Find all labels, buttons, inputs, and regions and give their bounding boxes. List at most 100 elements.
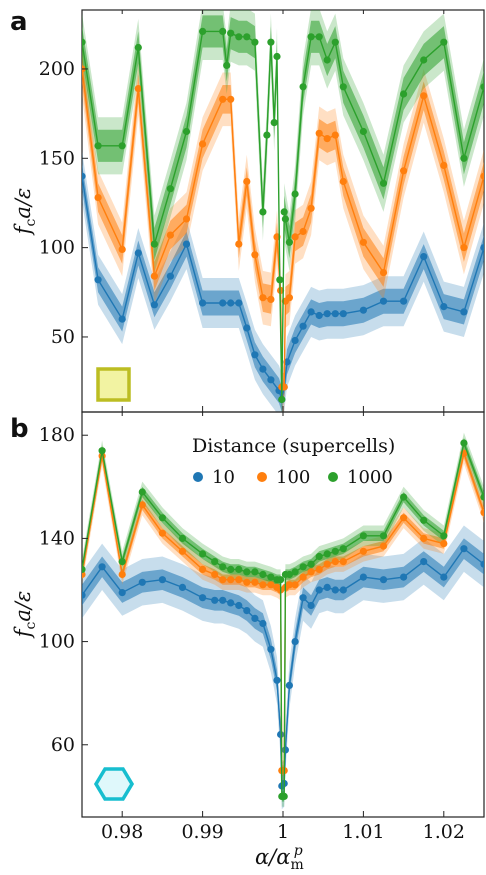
point-a-10 bbox=[219, 299, 227, 307]
point-a-10 bbox=[182, 240, 191, 248]
point-a-100 bbox=[94, 194, 102, 202]
y-axis-label-b-tail: a/ε bbox=[11, 591, 35, 622]
point-b-1000 bbox=[379, 532, 388, 540]
point-a-1000 bbox=[379, 179, 388, 187]
point-b-1000 bbox=[211, 558, 219, 566]
point-b-10 bbox=[243, 607, 251, 615]
y-tick-label-a: 100 bbox=[39, 237, 75, 259]
point-b-10 bbox=[82, 591, 86, 599]
point-a-1000 bbox=[259, 208, 267, 216]
point-b-100 bbox=[323, 560, 331, 568]
point-a-1000 bbox=[280, 208, 288, 216]
point-a-100 bbox=[339, 177, 347, 186]
point-b-10 bbox=[440, 573, 448, 581]
point-a-1000 bbox=[480, 83, 484, 91]
point-b-10 bbox=[211, 596, 219, 604]
point-a-1000 bbox=[199, 27, 207, 35]
point-b-1000 bbox=[440, 532, 448, 540]
point-b-10 bbox=[118, 589, 126, 597]
panel-a-confidence-bands bbox=[82, 10, 484, 412]
point-b-10 bbox=[315, 586, 323, 594]
panel-a-letter: a bbox=[10, 7, 28, 37]
point-b-1000 bbox=[118, 558, 126, 566]
point-a-10 bbox=[307, 308, 315, 316]
band-a-10-inner bbox=[82, 163, 484, 412]
point-a-10 bbox=[420, 253, 428, 261]
point-b-1000 bbox=[267, 573, 275, 581]
y-tick-label-b: 180 bbox=[39, 424, 75, 446]
point-a-10 bbox=[299, 322, 307, 330]
point-a-100 bbox=[235, 240, 243, 248]
point-b-100 bbox=[227, 576, 235, 584]
point-b-100 bbox=[480, 509, 484, 517]
point-a-100 bbox=[134, 85, 142, 93]
point-a-10 bbox=[259, 365, 267, 373]
point-b-100 bbox=[243, 578, 251, 586]
point-b-100 bbox=[251, 578, 259, 586]
legend-title: Distance (supercells) bbox=[192, 435, 395, 457]
point-b-1000 bbox=[280, 792, 288, 801]
y-axis-label-a-sub: c bbox=[23, 218, 39, 226]
point-a-1000 bbox=[243, 33, 251, 41]
panel-a: 50 100 150 200 a bbox=[10, 7, 485, 413]
point-a-10 bbox=[291, 336, 299, 345]
point-a-1000 bbox=[267, 38, 275, 46]
point-a-10 bbox=[460, 308, 468, 316]
point-b-1000 bbox=[307, 560, 315, 568]
point-b-1000 bbox=[323, 550, 331, 558]
legend-label-100: 100 bbox=[276, 467, 310, 488]
legend-marker-100 bbox=[257, 472, 267, 482]
point-a-1000 bbox=[94, 142, 102, 150]
y-tick-label-b: 100 bbox=[39, 631, 75, 653]
point-a-10 bbox=[235, 299, 243, 307]
legend-marker-10 bbox=[193, 472, 203, 482]
x-tick-label: 0.99 bbox=[181, 821, 223, 843]
point-a-100 bbox=[291, 233, 299, 241]
point-b-10 bbox=[480, 560, 484, 568]
point-a-1000 bbox=[278, 395, 286, 404]
point-b-1000 bbox=[82, 565, 86, 573]
point-a-100 bbox=[359, 238, 367, 246]
point-b-10 bbox=[259, 619, 267, 628]
legend-label-1000: 1000 bbox=[347, 467, 393, 488]
panel-a-series-lines bbox=[82, 27, 484, 404]
point-b-10 bbox=[323, 583, 331, 592]
point-a-10 bbox=[331, 310, 339, 318]
point-a-100 bbox=[331, 131, 339, 139]
point-b-10 bbox=[420, 558, 428, 566]
point-b-100 bbox=[235, 576, 243, 584]
y-tick-label-b: 140 bbox=[39, 527, 75, 549]
point-a-1000 bbox=[118, 142, 126, 150]
point-b-100 bbox=[211, 570, 219, 579]
x-axis-label: α/αmp bbox=[255, 843, 304, 873]
point-b-100 bbox=[178, 547, 187, 555]
point-a-1000 bbox=[440, 38, 448, 46]
panel-b-series-lines bbox=[82, 439, 484, 801]
point-b-1000 bbox=[235, 565, 243, 574]
point-a-10 bbox=[251, 351, 259, 359]
point-a-10 bbox=[227, 299, 235, 307]
point-b-1000 bbox=[158, 514, 166, 522]
point-b-10 bbox=[98, 563, 106, 571]
point-a-10 bbox=[480, 244, 484, 252]
point-a-100 bbox=[480, 172, 484, 180]
x-tick-label: 1 bbox=[277, 821, 289, 843]
point-a-10 bbox=[166, 272, 174, 280]
legend-marker-1000 bbox=[328, 472, 338, 482]
point-b-1000 bbox=[138, 488, 146, 496]
point-b-1000 bbox=[339, 545, 347, 553]
point-a-1000 bbox=[182, 127, 191, 136]
legend: Distance (supercells) 10 100 1000 bbox=[192, 435, 395, 488]
point-b-100 bbox=[219, 576, 227, 584]
panel-b-letter: b bbox=[10, 414, 29, 444]
point-a-10 bbox=[134, 249, 142, 257]
panel-b: 0.98 0.99 1 1.01 1.02 60 100 140 180 b Distance … bbox=[10, 411, 485, 843]
point-b-10 bbox=[267, 645, 275, 653]
point-b-10 bbox=[400, 573, 408, 581]
square-icon bbox=[96, 367, 131, 402]
point-a-1000 bbox=[299, 83, 307, 91]
point-a-1000 bbox=[281, 215, 289, 223]
x-axis-label-sup: p bbox=[294, 843, 303, 859]
point-b-100 bbox=[440, 540, 448, 548]
panel-b-ticks: 0.98 0.99 1 1.01 1.02 60 100 140 180 bbox=[39, 412, 465, 843]
